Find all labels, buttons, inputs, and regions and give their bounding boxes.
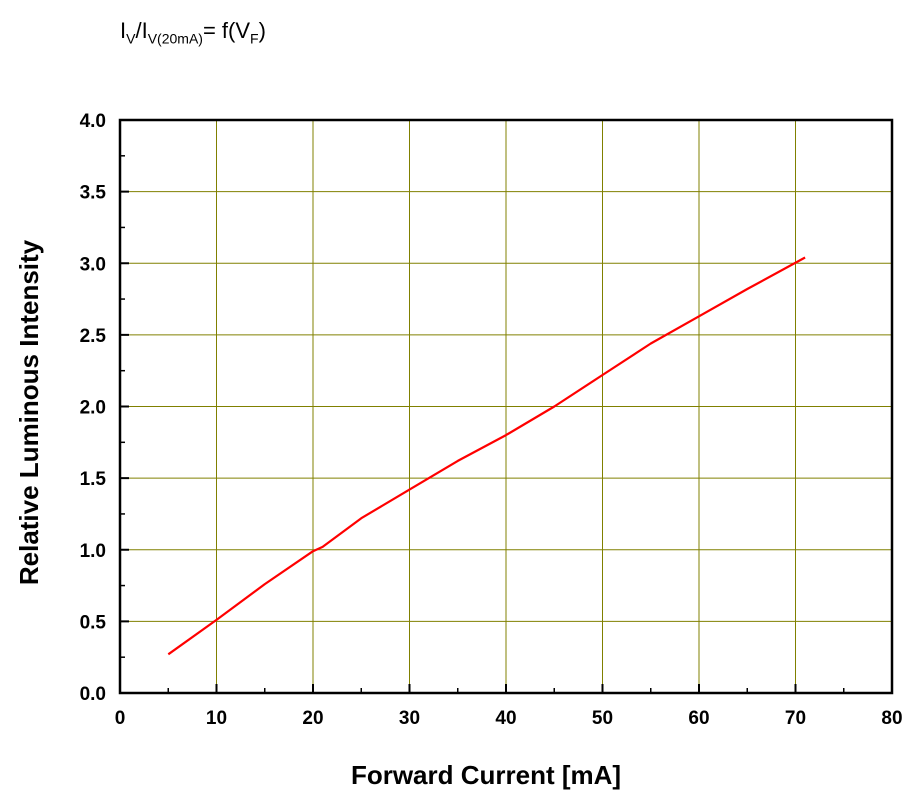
series-group [167,256,806,656]
x-tick-label: 20 [302,708,323,729]
x-tick-label: 70 [785,708,806,729]
x-tick-label: 40 [495,708,516,729]
x-axis-label: Forward Current [mA] [351,760,621,790]
y-tick-label: 3.5 [80,183,107,204]
y-tick-label: 1.5 [80,469,107,490]
plot-frame [118,118,894,695]
minor-ticks [120,155,845,693]
y-tick-label: 0.0 [80,684,106,705]
x-tick-label: 30 [399,708,420,729]
y-tick-label: 0.5 [80,612,107,633]
y-tick-label: 3.0 [80,254,106,275]
y-tick-labels: 0.0 0.5 1.0 1.5 2.0 2.5 3.0 3.5 4.0 [80,111,107,705]
y-tick-label: 2.5 [80,326,107,347]
y-tick-label: 4.0 [80,111,106,132]
x-tick-label: 60 [688,708,709,729]
x-tick-label: 80 [881,708,902,729]
grid-lines [120,120,892,693]
chart-title: IV/IV(20mA)= f(VF) [120,18,266,47]
series-line-0 [167,256,806,656]
x-tick-label: 50 [592,708,613,729]
y-axis-label: Relative Luminous Intensity [14,239,44,585]
y-tick-label: 2.0 [80,398,106,419]
x-tick-label: 10 [206,708,227,729]
x-tick-label: 0 [115,708,126,729]
x-tick-labels: 0 10 20 30 40 50 60 70 80 [115,708,903,729]
y-tick-label: 1.0 [80,541,106,562]
